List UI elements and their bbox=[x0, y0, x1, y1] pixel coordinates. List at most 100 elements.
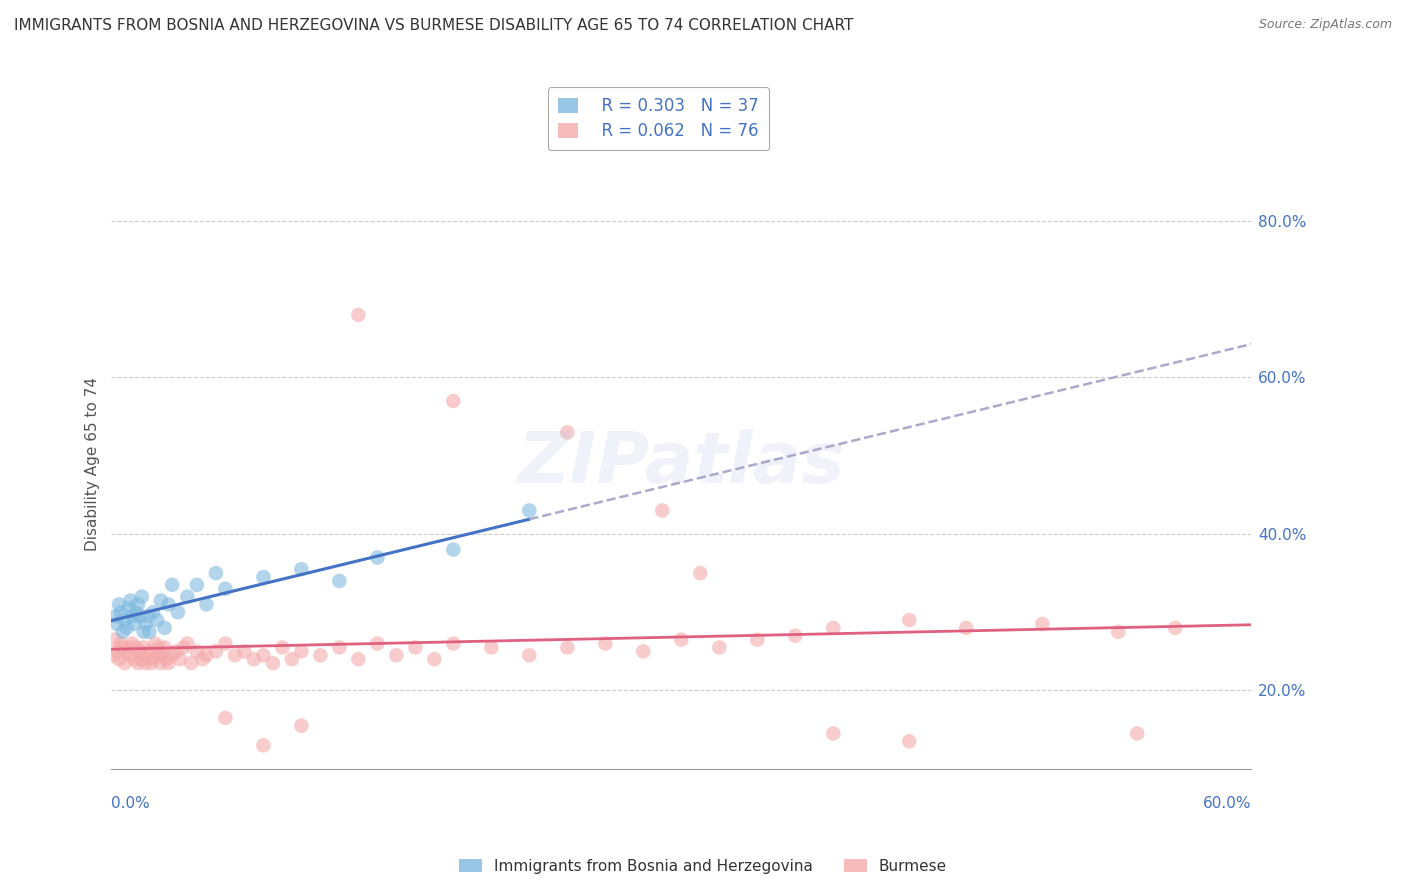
Point bbox=[290, 644, 312, 658]
Point bbox=[104, 609, 127, 624]
Point bbox=[898, 613, 921, 627]
Point bbox=[155, 652, 177, 666]
Legend: Immigrants from Bosnia and Herzegovina, Burmese: Immigrants from Bosnia and Herzegovina, … bbox=[453, 853, 953, 880]
Point bbox=[142, 605, 165, 619]
Point bbox=[290, 719, 312, 733]
Point bbox=[146, 613, 169, 627]
Point bbox=[823, 726, 845, 740]
Point bbox=[165, 644, 187, 658]
Y-axis label: Disability Age 65 to 74: Disability Age 65 to 74 bbox=[86, 376, 100, 550]
Point bbox=[153, 640, 176, 655]
Point bbox=[747, 632, 769, 647]
Point bbox=[214, 582, 236, 596]
Point bbox=[252, 648, 274, 663]
Point bbox=[110, 605, 132, 619]
Point bbox=[671, 632, 693, 647]
Point bbox=[117, 640, 139, 655]
Point bbox=[160, 578, 183, 592]
Point bbox=[252, 570, 274, 584]
Point bbox=[517, 648, 540, 663]
Point bbox=[195, 648, 218, 663]
Point bbox=[186, 644, 208, 658]
Point bbox=[233, 644, 256, 658]
Point bbox=[141, 656, 163, 670]
Point bbox=[157, 598, 180, 612]
Point bbox=[111, 640, 134, 655]
Point bbox=[785, 629, 807, 643]
Point bbox=[271, 640, 294, 655]
Point bbox=[689, 566, 711, 581]
Point bbox=[146, 648, 169, 663]
Point bbox=[160, 648, 183, 663]
Point bbox=[149, 593, 172, 607]
Point bbox=[142, 652, 165, 666]
Point bbox=[127, 598, 149, 612]
Point bbox=[517, 503, 540, 517]
Point bbox=[149, 656, 172, 670]
Point bbox=[136, 609, 159, 624]
Point bbox=[122, 652, 145, 666]
Point bbox=[104, 632, 127, 647]
Point bbox=[114, 656, 136, 670]
Point bbox=[955, 621, 977, 635]
Point bbox=[135, 656, 157, 670]
Point bbox=[169, 652, 191, 666]
Point bbox=[651, 503, 673, 517]
Point bbox=[366, 636, 388, 650]
Point bbox=[180, 656, 202, 670]
Point bbox=[105, 644, 128, 658]
Point bbox=[404, 640, 426, 655]
Point bbox=[557, 640, 579, 655]
Point bbox=[441, 636, 464, 650]
Point bbox=[115, 644, 138, 658]
Point bbox=[328, 574, 350, 588]
Point bbox=[441, 394, 464, 409]
Legend:   R = 0.303   N = 37,   R = 0.062   N = 76: R = 0.303 N = 37, R = 0.062 N = 76 bbox=[548, 87, 769, 150]
Point bbox=[1164, 621, 1187, 635]
Point bbox=[120, 648, 142, 663]
Point bbox=[1031, 617, 1053, 632]
Point bbox=[132, 624, 155, 639]
Point bbox=[1107, 624, 1129, 639]
Point bbox=[214, 711, 236, 725]
Point bbox=[224, 648, 246, 663]
Point bbox=[117, 601, 139, 615]
Text: 0.0%: 0.0% bbox=[111, 797, 150, 811]
Point bbox=[385, 648, 408, 663]
Point bbox=[157, 656, 180, 670]
Point bbox=[290, 562, 312, 576]
Point bbox=[103, 648, 125, 663]
Point bbox=[122, 617, 145, 632]
Point bbox=[823, 621, 845, 635]
Point bbox=[131, 652, 153, 666]
Point bbox=[129, 644, 152, 658]
Point bbox=[152, 648, 174, 663]
Point bbox=[205, 566, 228, 581]
Point bbox=[120, 593, 142, 607]
Point bbox=[125, 640, 148, 655]
Point bbox=[347, 308, 370, 322]
Point bbox=[148, 640, 170, 655]
Point bbox=[186, 578, 208, 592]
Point bbox=[262, 656, 284, 670]
Point bbox=[366, 550, 388, 565]
Point bbox=[595, 636, 617, 650]
Point bbox=[205, 644, 228, 658]
Point bbox=[347, 652, 370, 666]
Point bbox=[281, 652, 304, 666]
Text: 60.0%: 60.0% bbox=[1202, 797, 1251, 811]
Point bbox=[115, 621, 138, 635]
Point bbox=[214, 636, 236, 650]
Point bbox=[423, 652, 446, 666]
Point bbox=[121, 636, 143, 650]
Point bbox=[252, 738, 274, 752]
Point bbox=[176, 590, 198, 604]
Point bbox=[111, 624, 134, 639]
Point bbox=[108, 598, 131, 612]
Point bbox=[131, 590, 153, 604]
Point bbox=[441, 542, 464, 557]
Point bbox=[479, 640, 502, 655]
Point bbox=[243, 652, 266, 666]
Point bbox=[173, 640, 195, 655]
Text: Source: ZipAtlas.com: Source: ZipAtlas.com bbox=[1258, 18, 1392, 31]
